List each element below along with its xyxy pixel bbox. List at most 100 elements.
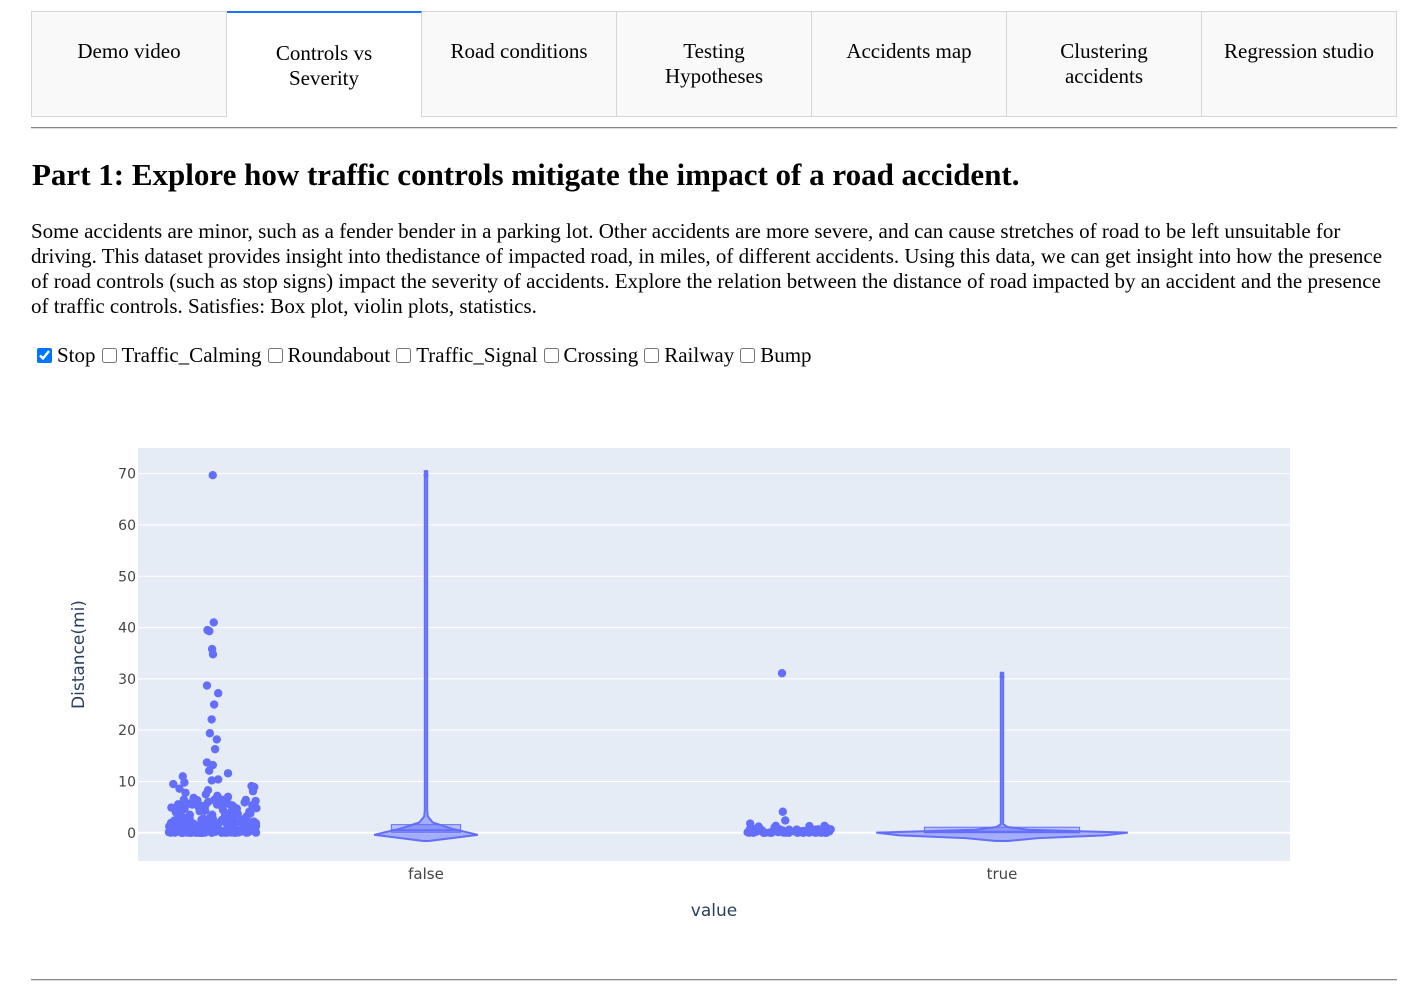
- data-point: [248, 826, 257, 835]
- tab-controls-vs-severity[interactable]: Controls vs Severity: [227, 11, 422, 117]
- bump-checkbox[interactable]: [740, 347, 756, 363]
- checklist-label: Roundabout: [287, 342, 391, 367]
- checklist-label: Traffic_Calming: [121, 342, 262, 367]
- checklist-item-traffic-signal[interactable]: Traffic_Signal: [390, 342, 538, 368]
- y-tick-label: 40: [118, 621, 136, 637]
- checklist-item-crossing[interactable]: Crossing: [538, 343, 638, 368]
- checklist-label: Railway: [664, 342, 735, 367]
- data-point: [811, 825, 820, 834]
- checklist-item-bump[interactable]: Bump: [734, 342, 812, 368]
- y-axis-title: Distance(mi): [69, 600, 89, 709]
- tab-label: Accidents map: [846, 39, 972, 63]
- traffic-control-checklist: Stop Traffic_Calming Roundabout Traffic_…: [31, 342, 812, 368]
- data-point: [169, 779, 178, 789]
- y-tick-label: 30: [118, 672, 136, 688]
- data-point: [202, 681, 212, 690]
- data-point: [175, 784, 184, 793]
- crossing-checkbox[interactable]: [543, 347, 559, 363]
- data-point: [205, 729, 215, 738]
- y-tick-label: 0: [127, 826, 136, 842]
- data-point: [248, 787, 258, 796]
- data-point: [208, 650, 218, 659]
- roundabout-checkbox[interactable]: [267, 347, 283, 363]
- violin-shape: [876, 671, 1128, 842]
- data-point: [778, 807, 787, 816]
- data-point: [209, 700, 219, 709]
- tab-accidents-map[interactable]: Accidents map: [812, 11, 1007, 117]
- data-point: [191, 821, 201, 830]
- data-point: [207, 828, 216, 837]
- data-point: [208, 470, 217, 480]
- data-point: [223, 822, 233, 832]
- violin-shape: [373, 470, 479, 842]
- data-point: [237, 815, 247, 824]
- railway-checkbox[interactable]: [644, 347, 660, 363]
- tab-label: Controls vs Severity: [275, 41, 373, 90]
- data-point: [210, 744, 220, 754]
- data-point: [247, 819, 257, 829]
- data-point: [183, 818, 193, 827]
- checklist-item-traffic-calming[interactable]: Traffic_Calming: [96, 343, 262, 368]
- data-point: [820, 821, 829, 831]
- data-point: [207, 715, 216, 724]
- violin-max-point: [999, 674, 1005, 680]
- checklist-label: Bump: [760, 342, 812, 367]
- page-description: Some accidents are minor, such as a fend…: [31, 219, 1383, 318]
- distance-violin-chart: 0 10 20 30 40 50 60 70 Distance(mi) value false tru…: [69, 448, 1290, 921]
- violin-max-point: [423, 472, 429, 478]
- data-point: [164, 827, 174, 837]
- data-point: [181, 788, 190, 797]
- traffic-signal-checkbox[interactable]: [396, 347, 412, 363]
- checklist-item-stop[interactable]: Stop: [31, 343, 96, 368]
- data-point: [210, 822, 219, 831]
- data-point: [201, 790, 210, 799]
- data-point: [770, 826, 779, 835]
- checklist-label: Traffic_Signal: [416, 342, 538, 367]
- data-point: [784, 825, 794, 834]
- data-point: [236, 825, 245, 835]
- tab-clustering-accidents[interactable]: Clustering accidents: [1007, 11, 1202, 117]
- tab-testing-hypotheses[interactable]: Testing Hypotheses: [617, 11, 812, 117]
- data-point: [170, 816, 179, 825]
- checklist-item-roundabout[interactable]: Roundabout: [262, 342, 391, 368]
- tab-label: Road conditions: [450, 39, 588, 63]
- tab-road-conditions[interactable]: Road conditions: [422, 11, 617, 117]
- tab-label: Regression studio: [1224, 39, 1374, 63]
- data-point: [180, 804, 189, 814]
- data-point: [213, 775, 223, 784]
- divider-top: [31, 127, 1397, 128]
- y-tick-label: 70: [118, 467, 136, 483]
- divider-bottom: [31, 979, 1397, 980]
- data-point: [218, 795, 227, 805]
- data-point: [252, 804, 261, 813]
- data-point: [193, 828, 202, 837]
- tab-label: Testing Hypotheses: [665, 39, 763, 88]
- data-point: [205, 626, 214, 636]
- checklist-item-railway[interactable]: Railway: [638, 343, 734, 368]
- x-axis-title: value: [691, 901, 737, 921]
- tab-demo-video[interactable]: Demo video: [31, 11, 227, 117]
- violin-box: [390, 824, 462, 833]
- data-point: [781, 816, 790, 825]
- data-point: [173, 800, 183, 809]
- checklist-label: Stop: [57, 342, 96, 367]
- data-point: [213, 689, 223, 698]
- violin-box: [923, 826, 1081, 834]
- plot-background: [138, 448, 1290, 861]
- data-point: [226, 813, 236, 822]
- data-point: [180, 778, 189, 787]
- tab-regression-studio[interactable]: Regression studio: [1202, 11, 1397, 117]
- data-point: [197, 815, 206, 824]
- tab-label: Clustering accidents: [1060, 39, 1148, 88]
- stop-checkbox[interactable]: [37, 347, 52, 363]
- data-point: [241, 795, 251, 805]
- data-point: [209, 618, 218, 627]
- data-point: [200, 828, 210, 837]
- data-point: [194, 800, 204, 810]
- data-point: [207, 810, 217, 819]
- data-point: [177, 828, 186, 837]
- data-point: [187, 800, 197, 809]
- data-point: [246, 809, 255, 818]
- data-point: [204, 766, 214, 775]
- traffic-calming-checkbox[interactable]: [101, 347, 117, 363]
